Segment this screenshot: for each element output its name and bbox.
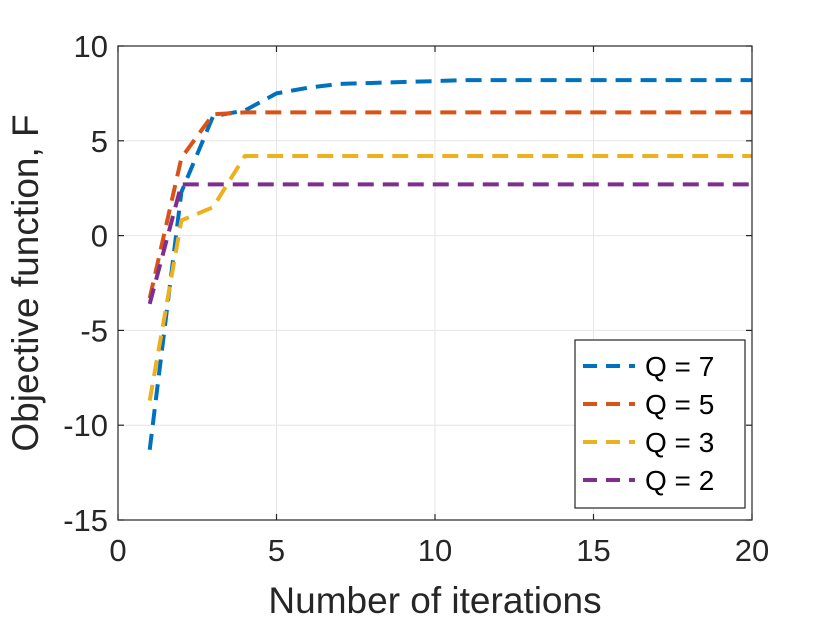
x-tick-label: 0 — [109, 533, 126, 568]
legend-label: Q = 5 — [645, 389, 714, 420]
tick-marks — [117, 45, 753, 521]
y-tick-labels: -15 -10 -5 0 5 10 — [63, 29, 108, 538]
x-tick-label: 5 — [268, 533, 285, 568]
series-line-3 — [147, 154, 752, 401]
series-group — [147, 78, 752, 451]
y-axis-label: Objective function, F — [5, 114, 46, 451]
x-tick-label: 20 — [735, 533, 769, 568]
x-axis-label: Number of iterations — [268, 580, 601, 621]
x-tick-label: 10 — [418, 533, 452, 568]
y-tick-label: -5 — [80, 313, 108, 348]
legend-label: Q = 3 — [645, 427, 714, 458]
series-line-1 — [147, 78, 752, 451]
legend-box — [574, 339, 746, 509]
y-tick-label: -15 — [63, 503, 108, 538]
legend-label: Q = 7 — [645, 351, 714, 382]
y-tick-label: -10 — [63, 408, 108, 443]
y-tick-label: 0 — [91, 219, 108, 254]
x-tick-labels: 0 5 10 15 20 — [109, 533, 769, 568]
y-tick-label: 10 — [74, 29, 108, 64]
series-line-2 — [147, 110, 752, 299]
x-tick-label: 15 — [576, 533, 610, 568]
legend-label: Q = 2 — [645, 465, 714, 496]
legend: Q = 7 Q = 5 Q = 3 Q = 2 — [574, 339, 746, 509]
y-tick-label: 5 — [91, 124, 108, 159]
